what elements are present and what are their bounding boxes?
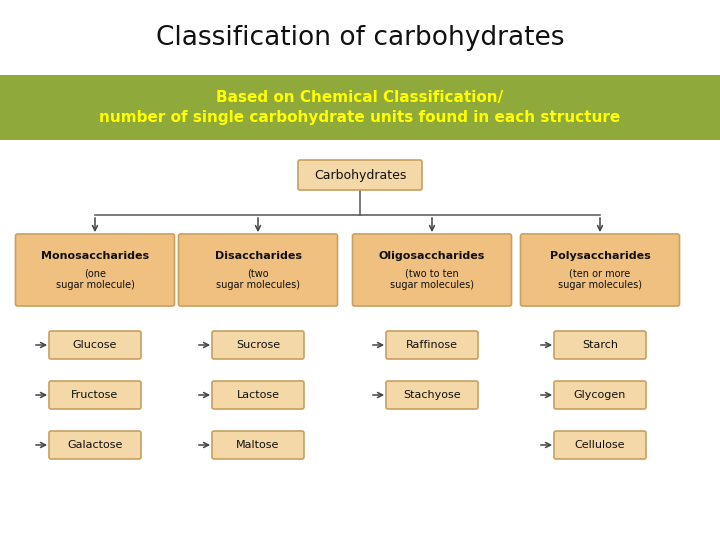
Text: sugar molecules): sugar molecules) — [558, 280, 642, 290]
Text: Cellulose: Cellulose — [575, 440, 625, 450]
Bar — [0, 140, 720, 540]
FancyBboxPatch shape — [554, 431, 646, 459]
Bar — [0, 0, 720, 75]
Text: Carbohydrates: Carbohydrates — [314, 168, 406, 181]
Text: Raffinose: Raffinose — [406, 340, 458, 350]
Text: sugar molecules): sugar molecules) — [216, 280, 300, 290]
Text: Glucose: Glucose — [73, 340, 117, 350]
Text: (ten or more: (ten or more — [570, 269, 631, 279]
Text: Based on Chemical Classification/: Based on Chemical Classification/ — [217, 90, 503, 105]
FancyBboxPatch shape — [212, 381, 304, 409]
FancyBboxPatch shape — [49, 331, 141, 359]
Text: Starch: Starch — [582, 340, 618, 350]
Text: sugar molecules): sugar molecules) — [390, 280, 474, 290]
Text: Stachyose: Stachyose — [403, 390, 461, 400]
Text: (two: (two — [247, 269, 269, 279]
Text: Disaccharides: Disaccharides — [215, 251, 302, 261]
FancyBboxPatch shape — [386, 331, 478, 359]
Text: Polysaccharides: Polysaccharides — [549, 251, 650, 261]
Text: sugar molecule): sugar molecule) — [55, 280, 135, 290]
FancyBboxPatch shape — [298, 160, 422, 190]
Text: Oligosaccharides: Oligosaccharides — [379, 251, 485, 261]
FancyBboxPatch shape — [212, 331, 304, 359]
Text: (one: (one — [84, 269, 106, 279]
Text: (two to ten: (two to ten — [405, 269, 459, 279]
Text: Sucrose: Sucrose — [236, 340, 280, 350]
Text: Classification of carbohydrates: Classification of carbohydrates — [156, 25, 564, 51]
FancyBboxPatch shape — [521, 234, 680, 306]
FancyBboxPatch shape — [212, 431, 304, 459]
FancyBboxPatch shape — [179, 234, 338, 306]
FancyBboxPatch shape — [386, 381, 478, 409]
FancyBboxPatch shape — [16, 234, 174, 306]
Text: Glycogen: Glycogen — [574, 390, 626, 400]
Text: Monosaccharides: Monosaccharides — [41, 251, 149, 261]
FancyBboxPatch shape — [49, 381, 141, 409]
FancyBboxPatch shape — [353, 234, 511, 306]
Text: number of single carbohydrate units found in each structure: number of single carbohydrate units foun… — [99, 110, 621, 125]
Text: Maltose: Maltose — [236, 440, 279, 450]
FancyBboxPatch shape — [49, 431, 141, 459]
FancyBboxPatch shape — [554, 381, 646, 409]
FancyBboxPatch shape — [554, 331, 646, 359]
Text: Galactose: Galactose — [67, 440, 122, 450]
Text: Lactose: Lactose — [236, 390, 279, 400]
Bar — [0, 75, 720, 140]
Text: Fructose: Fructose — [71, 390, 119, 400]
